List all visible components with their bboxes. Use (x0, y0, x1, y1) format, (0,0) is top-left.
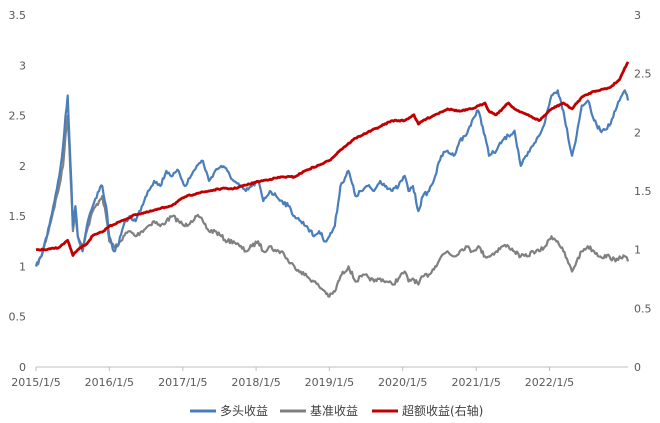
legend-label: 基准收益 (310, 404, 358, 418)
left-tick-label: 3 (19, 59, 26, 72)
left-tick-label: 0 (19, 361, 26, 374)
left-tick-label: 2 (19, 160, 26, 173)
x-tick-label: 2021/1/5 (451, 376, 500, 389)
series-line-2 (35, 61, 630, 257)
x-axis-ticks: 2015/1/5 2016/1/5 2017/1/5 2018/1/5 2019/1/5… (11, 367, 574, 389)
x-tick-label: 2020/1/5 (378, 376, 427, 389)
legend: 多头收益 基准收益 超额收益(右轴) (190, 403, 483, 418)
right-tick-label: 0 (634, 361, 641, 374)
right-tick-label: 2 (634, 126, 641, 139)
x-tick-label: 2022/1/5 (525, 376, 574, 389)
x-tick-label: 2016/1/5 (85, 376, 134, 389)
x-tick-label: 2015/1/5 (11, 376, 60, 389)
right-tick-label: 1 (634, 244, 641, 257)
plot-lines (34, 61, 630, 298)
series-line-0 (35, 89, 630, 267)
left-tick-label: 3.5 (9, 9, 27, 22)
series-line-1 (34, 114, 630, 298)
x-tick-label: 2018/1/5 (231, 376, 280, 389)
left-tick-label: 2.5 (9, 110, 27, 123)
legend-label: 多头收益 (220, 404, 268, 418)
right-tick-label: 2.5 (634, 68, 652, 81)
left-tick-label: 0.5 (9, 311, 27, 324)
right-tick-label: 1.5 (634, 185, 652, 198)
right-tick-label: 0.5 (634, 302, 652, 315)
left-axis-ticks: 0 0.5 1 1.5 2 2.5 3 3.5 (9, 9, 27, 374)
x-tick-label: 2017/1/5 (158, 376, 207, 389)
right-axis-ticks: 0 0.5 1 1.5 2 2.5 3 (634, 9, 652, 374)
legend-label: 超额收益(右轴) (402, 403, 483, 418)
left-tick-label: 1 (19, 260, 26, 273)
left-tick-label: 1.5 (9, 210, 27, 223)
right-tick-label: 3 (634, 9, 641, 22)
x-tick-label: 2019/1/5 (305, 376, 354, 389)
